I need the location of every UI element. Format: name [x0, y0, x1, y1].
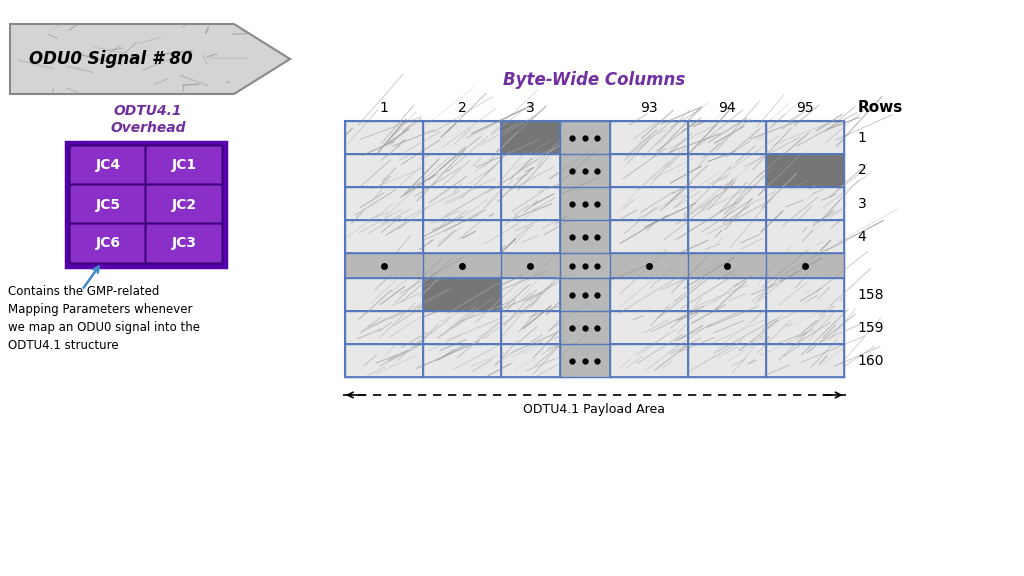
Bar	[345, 344, 423, 377]
Bar	[345, 278, 423, 311]
Text: JC6: JC6	[95, 237, 121, 251]
Bar	[423, 344, 501, 377]
Text: 3: 3	[857, 196, 866, 210]
Text: 159: 159	[857, 320, 884, 335]
Bar	[66, 142, 226, 267]
Bar	[687, 311, 766, 344]
Bar	[345, 154, 423, 187]
Bar	[559, 253, 609, 278]
Bar	[687, 278, 766, 311]
Bar	[501, 121, 559, 154]
Text: JC2: JC2	[171, 198, 197, 211]
Text: ODU0 Signal # 80: ODU0 Signal # 80	[29, 50, 193, 68]
Bar	[559, 311, 609, 344]
Bar	[501, 187, 559, 220]
Text: 160: 160	[857, 354, 884, 367]
Bar	[501, 344, 559, 377]
Bar	[345, 220, 423, 253]
FancyBboxPatch shape	[70, 223, 146, 263]
FancyBboxPatch shape	[145, 184, 222, 225]
Text: 1: 1	[380, 101, 388, 115]
Bar	[345, 311, 423, 344]
Text: ODTU4.1 Payload Area: ODTU4.1 Payload Area	[523, 403, 666, 416]
Text: 94: 94	[718, 101, 735, 115]
Text: ODTU4.1
Overhead: ODTU4.1 Overhead	[111, 104, 185, 135]
Bar	[559, 154, 609, 187]
Text: JC4: JC4	[95, 158, 121, 172]
Bar	[609, 220, 687, 253]
Bar	[423, 187, 501, 220]
Text: JC1: JC1	[171, 158, 197, 172]
FancyBboxPatch shape	[70, 184, 146, 225]
Bar	[687, 344, 766, 377]
Bar	[559, 121, 609, 154]
Bar	[559, 187, 609, 220]
Bar	[687, 187, 766, 220]
Bar	[766, 121, 844, 154]
Text: Rows: Rows	[857, 100, 903, 115]
Bar	[345, 187, 423, 220]
Bar	[345, 121, 844, 377]
Bar	[609, 311, 687, 344]
Polygon shape	[10, 24, 290, 94]
Bar	[609, 344, 687, 377]
Bar	[559, 220, 609, 253]
Text: JC3: JC3	[171, 237, 197, 251]
Bar	[766, 220, 844, 253]
Text: 93: 93	[640, 101, 657, 115]
Bar	[501, 311, 559, 344]
Text: 158: 158	[857, 287, 884, 301]
Bar	[609, 121, 687, 154]
Bar	[687, 253, 766, 278]
Bar	[766, 253, 844, 278]
FancyBboxPatch shape	[70, 146, 146, 185]
Text: Contains the GMP-related
Mapping Parameters whenever
we map an ODU0 signal into : Contains the GMP-related Mapping Paramet…	[8, 285, 200, 352]
Text: 2: 2	[458, 101, 466, 115]
Bar	[609, 187, 687, 220]
Bar	[501, 220, 559, 253]
Text: 4: 4	[857, 229, 866, 244]
Text: 1: 1	[857, 131, 866, 145]
Bar	[501, 154, 559, 187]
Bar	[766, 278, 844, 311]
Bar	[687, 154, 766, 187]
Bar	[345, 253, 423, 278]
Bar	[766, 187, 844, 220]
Text: 3: 3	[526, 101, 535, 115]
Text: 95: 95	[796, 101, 813, 115]
Bar	[559, 344, 609, 377]
Bar	[423, 253, 501, 278]
Bar	[609, 278, 687, 311]
Bar	[423, 121, 501, 154]
Bar	[559, 278, 609, 311]
Bar	[609, 154, 687, 187]
Text: 2: 2	[857, 164, 866, 177]
Bar	[423, 278, 501, 311]
Bar	[766, 344, 844, 377]
Bar	[609, 253, 687, 278]
Bar	[423, 220, 501, 253]
FancyBboxPatch shape	[145, 146, 222, 185]
Text: JC5: JC5	[95, 198, 121, 211]
Bar	[501, 278, 559, 311]
FancyBboxPatch shape	[145, 223, 222, 263]
Bar	[687, 121, 766, 154]
Bar	[687, 220, 766, 253]
Bar	[423, 154, 501, 187]
Bar	[501, 253, 559, 278]
Bar	[345, 121, 423, 154]
Text: Byte-Wide Columns: Byte-Wide Columns	[503, 71, 685, 89]
Bar	[766, 154, 844, 187]
Bar	[423, 311, 501, 344]
Bar	[766, 311, 844, 344]
